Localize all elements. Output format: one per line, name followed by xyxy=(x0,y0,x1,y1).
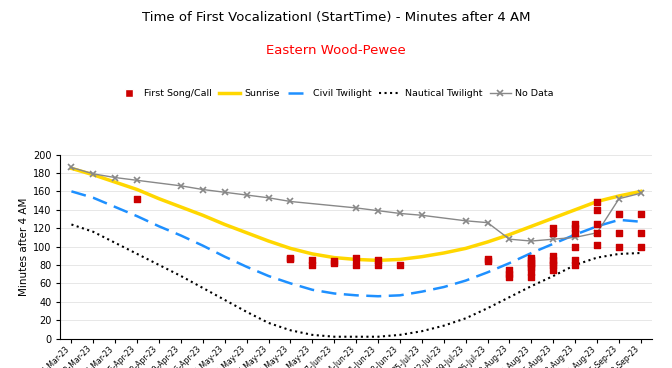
Point xyxy=(548,230,558,236)
Point xyxy=(570,258,581,263)
Point xyxy=(614,230,624,236)
Point xyxy=(548,262,558,268)
Point xyxy=(592,221,603,227)
Point xyxy=(285,255,296,261)
Point xyxy=(592,230,603,236)
Point xyxy=(570,221,581,227)
Point xyxy=(548,258,558,263)
Point xyxy=(351,255,362,261)
Point xyxy=(614,244,624,250)
Point xyxy=(548,266,558,272)
Point xyxy=(329,260,339,266)
Point xyxy=(526,260,537,266)
Point xyxy=(526,264,537,270)
Point xyxy=(526,255,537,261)
Point xyxy=(548,260,558,266)
Point xyxy=(394,262,405,268)
Point xyxy=(592,199,603,205)
Point xyxy=(570,262,581,268)
Point xyxy=(504,266,515,272)
Point xyxy=(526,274,537,280)
Point xyxy=(636,211,646,217)
Point xyxy=(570,225,581,231)
Y-axis label: Minutes after 4 AM: Minutes after 4 AM xyxy=(19,197,29,296)
Point xyxy=(548,253,558,259)
Point xyxy=(373,258,384,263)
Point xyxy=(526,262,537,268)
Point xyxy=(482,258,493,264)
Point xyxy=(570,230,581,236)
Point xyxy=(570,244,581,250)
Point xyxy=(548,225,558,231)
Point xyxy=(526,258,537,263)
Point xyxy=(526,269,537,275)
Point xyxy=(592,207,603,213)
Legend: First Song/Call, Sunrise, Civil Twilight, Nautical Twilight, No Data: First Song/Call, Sunrise, Civil Twilight… xyxy=(114,86,558,102)
Point xyxy=(614,211,624,217)
Text: Eastern Wood-Pewee: Eastern Wood-Pewee xyxy=(266,44,406,57)
Point xyxy=(329,258,339,264)
Text: Time of First VocalizationI (StartTime) - Minutes after 4 AM: Time of First VocalizationI (StartTime) … xyxy=(142,11,530,24)
Point xyxy=(285,256,296,262)
Point xyxy=(373,262,384,268)
Point xyxy=(351,262,362,268)
Point xyxy=(636,230,646,236)
Point xyxy=(307,262,318,268)
Point xyxy=(504,274,515,280)
Point xyxy=(636,244,646,250)
Point xyxy=(307,258,318,263)
Point xyxy=(132,196,142,202)
Point xyxy=(482,256,493,262)
Point xyxy=(592,242,603,248)
Point xyxy=(504,271,515,277)
